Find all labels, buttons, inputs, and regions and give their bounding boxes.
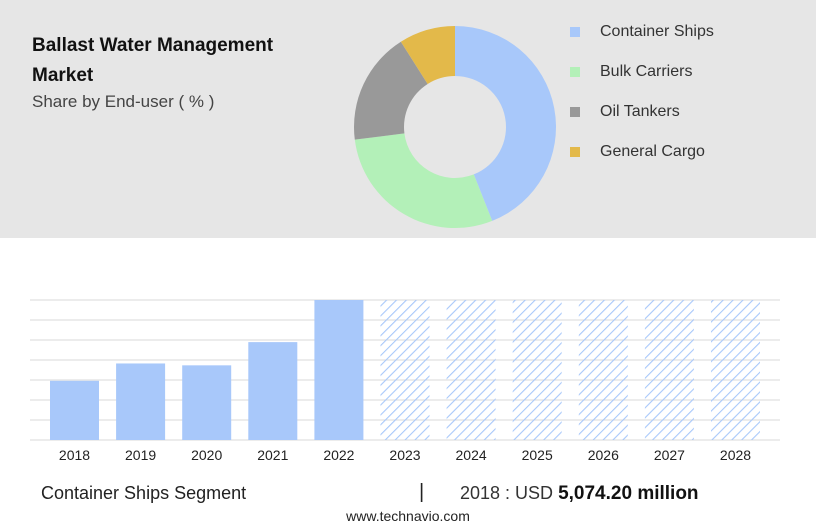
legend-swatch	[570, 147, 580, 157]
x-tick-label: 2026	[588, 447, 619, 463]
x-tick-label: 2019	[125, 447, 156, 463]
bar-2025-forecast	[512, 300, 562, 440]
bar-2019	[116, 363, 166, 440]
bar-2024-forecast	[446, 300, 496, 440]
donut-slice-bulk-carriers	[354, 133, 493, 228]
donut-slice-oil-tankers	[354, 41, 428, 140]
stat-prefix: 2018 : USD	[460, 483, 554, 503]
donut-slice-container-ships	[455, 26, 556, 221]
bar-chart: 2018 2019 2020 2021 2022 2023 2024 2025 2026 2027…	[30, 299, 780, 463]
bar-2028-forecast	[711, 300, 760, 440]
legend: Container Ships Bulk Carriers Oil Tankers G…	[570, 12, 714, 172]
legend-swatch	[570, 67, 580, 77]
chart-title: Ballast Water Management Market	[32, 35, 274, 86]
bar-2023-forecast	[380, 300, 430, 440]
donut-slice-general-cargo	[400, 26, 455, 84]
footer-divider: |	[419, 481, 425, 503]
legend-swatch	[570, 107, 580, 117]
legend-item-bulk-carriers: Bulk Carriers	[570, 52, 714, 92]
x-tick-label: 2025	[522, 447, 553, 463]
legend-item-general-cargo: General Cargo	[570, 132, 714, 172]
bar-2020	[182, 365, 232, 440]
x-tick-label: 2018	[59, 447, 90, 463]
donut-chart	[354, 26, 556, 228]
segment-stat: 2018 : USD 5,074.20 million	[460, 483, 699, 505]
x-tick-label: 2021	[257, 447, 288, 463]
legend-label: Bulk Carriers	[600, 63, 693, 80]
stat-value: 5,074.20 million	[558, 483, 699, 504]
bar-2018	[50, 380, 99, 440]
x-tick-label: 2027	[654, 447, 685, 463]
legend-label: General Cargo	[600, 143, 705, 160]
segment-label: Container Ships Segment	[41, 483, 247, 503]
legend-label: Oil Tankers	[600, 103, 680, 120]
bar-2026-forecast	[578, 300, 628, 440]
legend-label: Container Ships	[600, 23, 714, 40]
site-url[interactable]: www.technavio.com	[346, 508, 470, 524]
chart-subtitle: Share by End-user ( % )	[32, 92, 215, 111]
bar-2021	[248, 342, 298, 440]
legend-swatch	[570, 27, 580, 37]
x-tick-label: 2028	[720, 447, 751, 463]
top-panel: Ballast Water Management Market Share by…	[0, 0, 816, 238]
legend-item-oil-tankers: Oil Tankers	[570, 92, 714, 132]
legend-item-container-ships: Container Ships	[570, 12, 714, 52]
x-tick-label: 2020	[191, 447, 222, 463]
bar-2022	[314, 300, 364, 440]
x-tick-label: 2024	[456, 447, 487, 463]
bar-2027-forecast	[644, 300, 694, 440]
x-tick-label: 2022	[323, 447, 354, 463]
x-tick-label: 2023	[389, 447, 420, 463]
